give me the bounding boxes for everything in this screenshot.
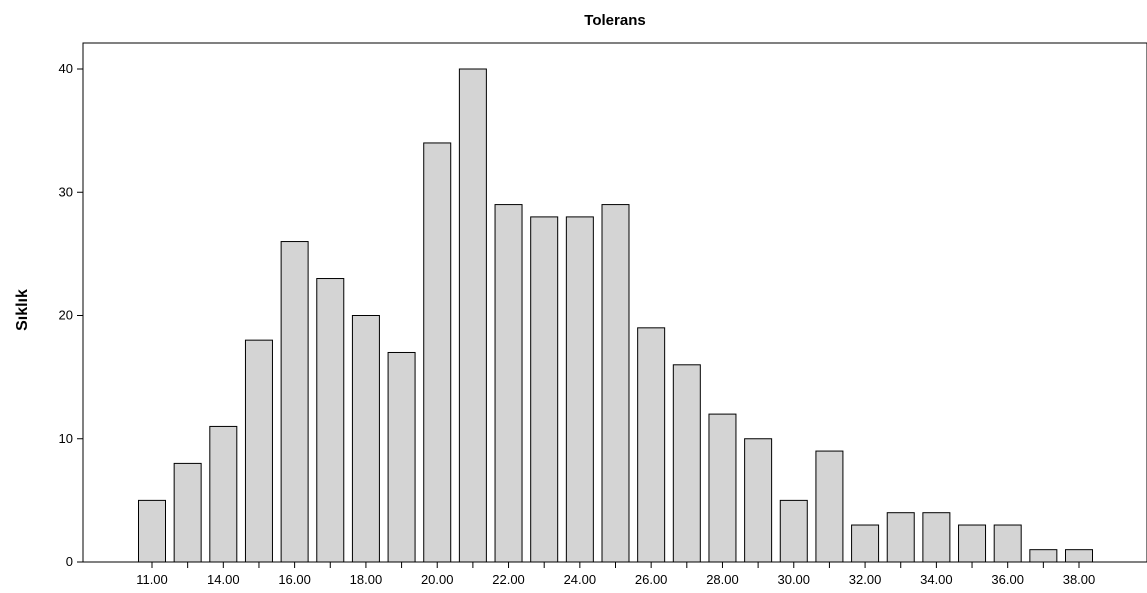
x-tick-label: 18.00 xyxy=(350,572,383,587)
y-tick-label: 10 xyxy=(59,431,73,446)
x-tick-label: 34.00 xyxy=(920,572,953,587)
bar-26.00 xyxy=(637,327,666,563)
x-axis: 11.00 14.00 16.00 18.00 20.00 22.00 24.00 26.00… xyxy=(136,562,1095,587)
bar-32.00 xyxy=(851,524,880,563)
bar-11.00 xyxy=(138,499,166,563)
bar-38.00 xyxy=(1065,549,1093,563)
y-tick-label: 0 xyxy=(66,554,73,569)
bar-30.00 xyxy=(779,499,808,563)
x-tick-label: 14.00 xyxy=(207,572,240,587)
bar-20.00 xyxy=(423,142,452,563)
x-tick-label: 20.00 xyxy=(421,572,454,587)
bar-36.00 xyxy=(993,524,1022,563)
x-tick-label: 16.00 xyxy=(278,572,311,587)
bar-35.00 xyxy=(958,524,987,563)
bar-27.00 xyxy=(672,364,701,563)
bar-29.00 xyxy=(744,438,773,563)
y-tick-label: 20 xyxy=(59,308,73,323)
y-tick-label: 40 xyxy=(59,61,73,76)
bar-14.00 xyxy=(209,425,238,563)
bars-group xyxy=(138,68,1093,563)
bar-22.00 xyxy=(494,204,523,563)
x-tick-label: 36.00 xyxy=(991,572,1024,587)
bar-34.00 xyxy=(922,512,951,563)
bar-31.00 xyxy=(815,450,844,563)
bar-16.00 xyxy=(280,241,309,563)
x-tick-label: 28.00 xyxy=(706,572,739,587)
bar-15.00 xyxy=(244,339,273,563)
bar-21.00 xyxy=(458,68,487,563)
x-tick-label: 30.00 xyxy=(777,572,810,587)
bar-18.00 xyxy=(351,315,380,563)
x-tick-label: 24.00 xyxy=(564,572,597,587)
x-tick-label: 11.00 xyxy=(136,572,168,587)
bar-24.00 xyxy=(565,216,594,563)
chart-title: Tolerans xyxy=(584,12,645,29)
x-tick-label: 22.00 xyxy=(492,572,525,587)
x-tick-label: 32.00 xyxy=(849,572,882,587)
bar-37.00 xyxy=(1029,549,1058,563)
bar-25.00 xyxy=(601,204,630,563)
bar-33.00 xyxy=(886,512,915,563)
y-axis: 0 10 20 30 40 xyxy=(59,61,83,569)
y-axis-label: Sıklık xyxy=(14,289,31,331)
bar-23.00 xyxy=(530,216,559,563)
y-tick-label: 30 xyxy=(59,184,73,199)
bar-19.00 xyxy=(387,351,416,563)
x-tick-label: 26.00 xyxy=(635,572,668,587)
bar-28.00 xyxy=(708,413,737,563)
bar-17.00 xyxy=(316,278,345,563)
x-tick-label: 38.00 xyxy=(1063,572,1096,587)
bar-13.00 xyxy=(173,462,202,563)
